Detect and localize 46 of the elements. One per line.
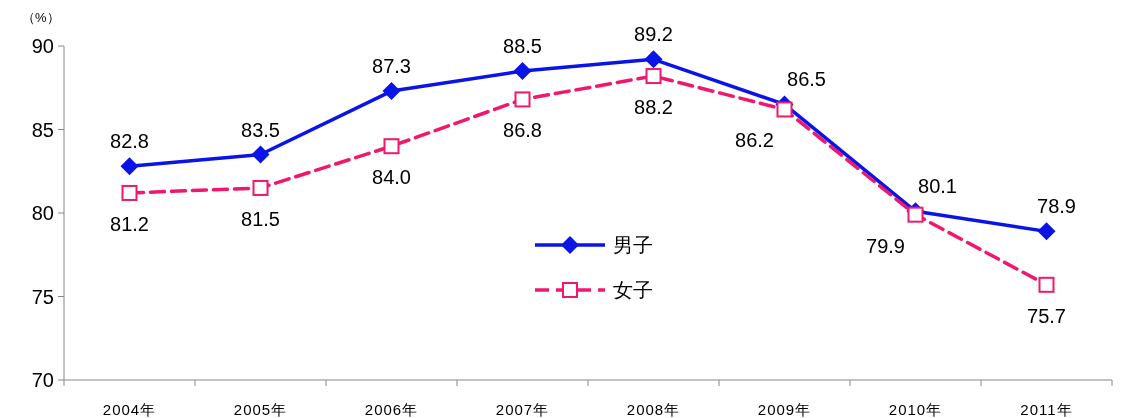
point [776, 101, 793, 118]
x-tick-label: 2011年 [1020, 401, 1073, 418]
data-label: 75.7 [1027, 304, 1066, 327]
point [383, 138, 400, 155]
x-tick-label: 2005年 [233, 401, 288, 418]
data-label: 84.0 [372, 166, 411, 189]
data-label: 80.1 [918, 175, 957, 198]
point [251, 145, 270, 164]
point [120, 157, 139, 176]
data-label: 79.9 [866, 234, 905, 257]
data-label: 83.5 [241, 118, 280, 141]
x-tick-label: 2008年 [626, 401, 681, 418]
data-label: 86.5 [787, 68, 826, 91]
x-tick-label: 2006年 [364, 401, 419, 418]
x-tick-label: 2009年 [757, 401, 812, 418]
y-tick-label: 75 [31, 285, 54, 308]
y-tick-label: 70 [31, 369, 54, 391]
data-label: 78.9 [1037, 195, 1076, 218]
data-label: 89.2 [634, 23, 673, 46]
point [1038, 276, 1055, 293]
legend-label: 男子 [613, 234, 653, 256]
y-tick-label: 80 [31, 202, 54, 224]
point [121, 184, 138, 201]
data-label: 81.2 [110, 212, 149, 235]
point [513, 62, 532, 81]
data-label: 86.2 [735, 129, 774, 152]
data-label: 87.3 [372, 55, 411, 78]
x-tick-label: 2004年 [102, 401, 157, 418]
point [645, 68, 662, 85]
data-label: 82.8 [110, 130, 149, 153]
point [1037, 222, 1056, 241]
y-axis-title: （%） [22, 10, 60, 25]
point [514, 91, 531, 108]
y-tick-label: 85 [31, 118, 54, 141]
x-tick-label: 2010年 [888, 401, 943, 418]
point [644, 50, 663, 69]
point [382, 82, 401, 101]
x-tick-label: 2007年 [495, 401, 550, 418]
point [907, 206, 924, 223]
y-tick-label: 90 [31, 35, 54, 57]
data-label: 86.8 [503, 119, 542, 142]
data-label: 88.2 [634, 96, 673, 119]
data-label: 88.5 [503, 35, 542, 58]
data-label: 81.5 [241, 207, 280, 230]
point [252, 179, 269, 196]
legend-label: 女子 [613, 279, 653, 301]
